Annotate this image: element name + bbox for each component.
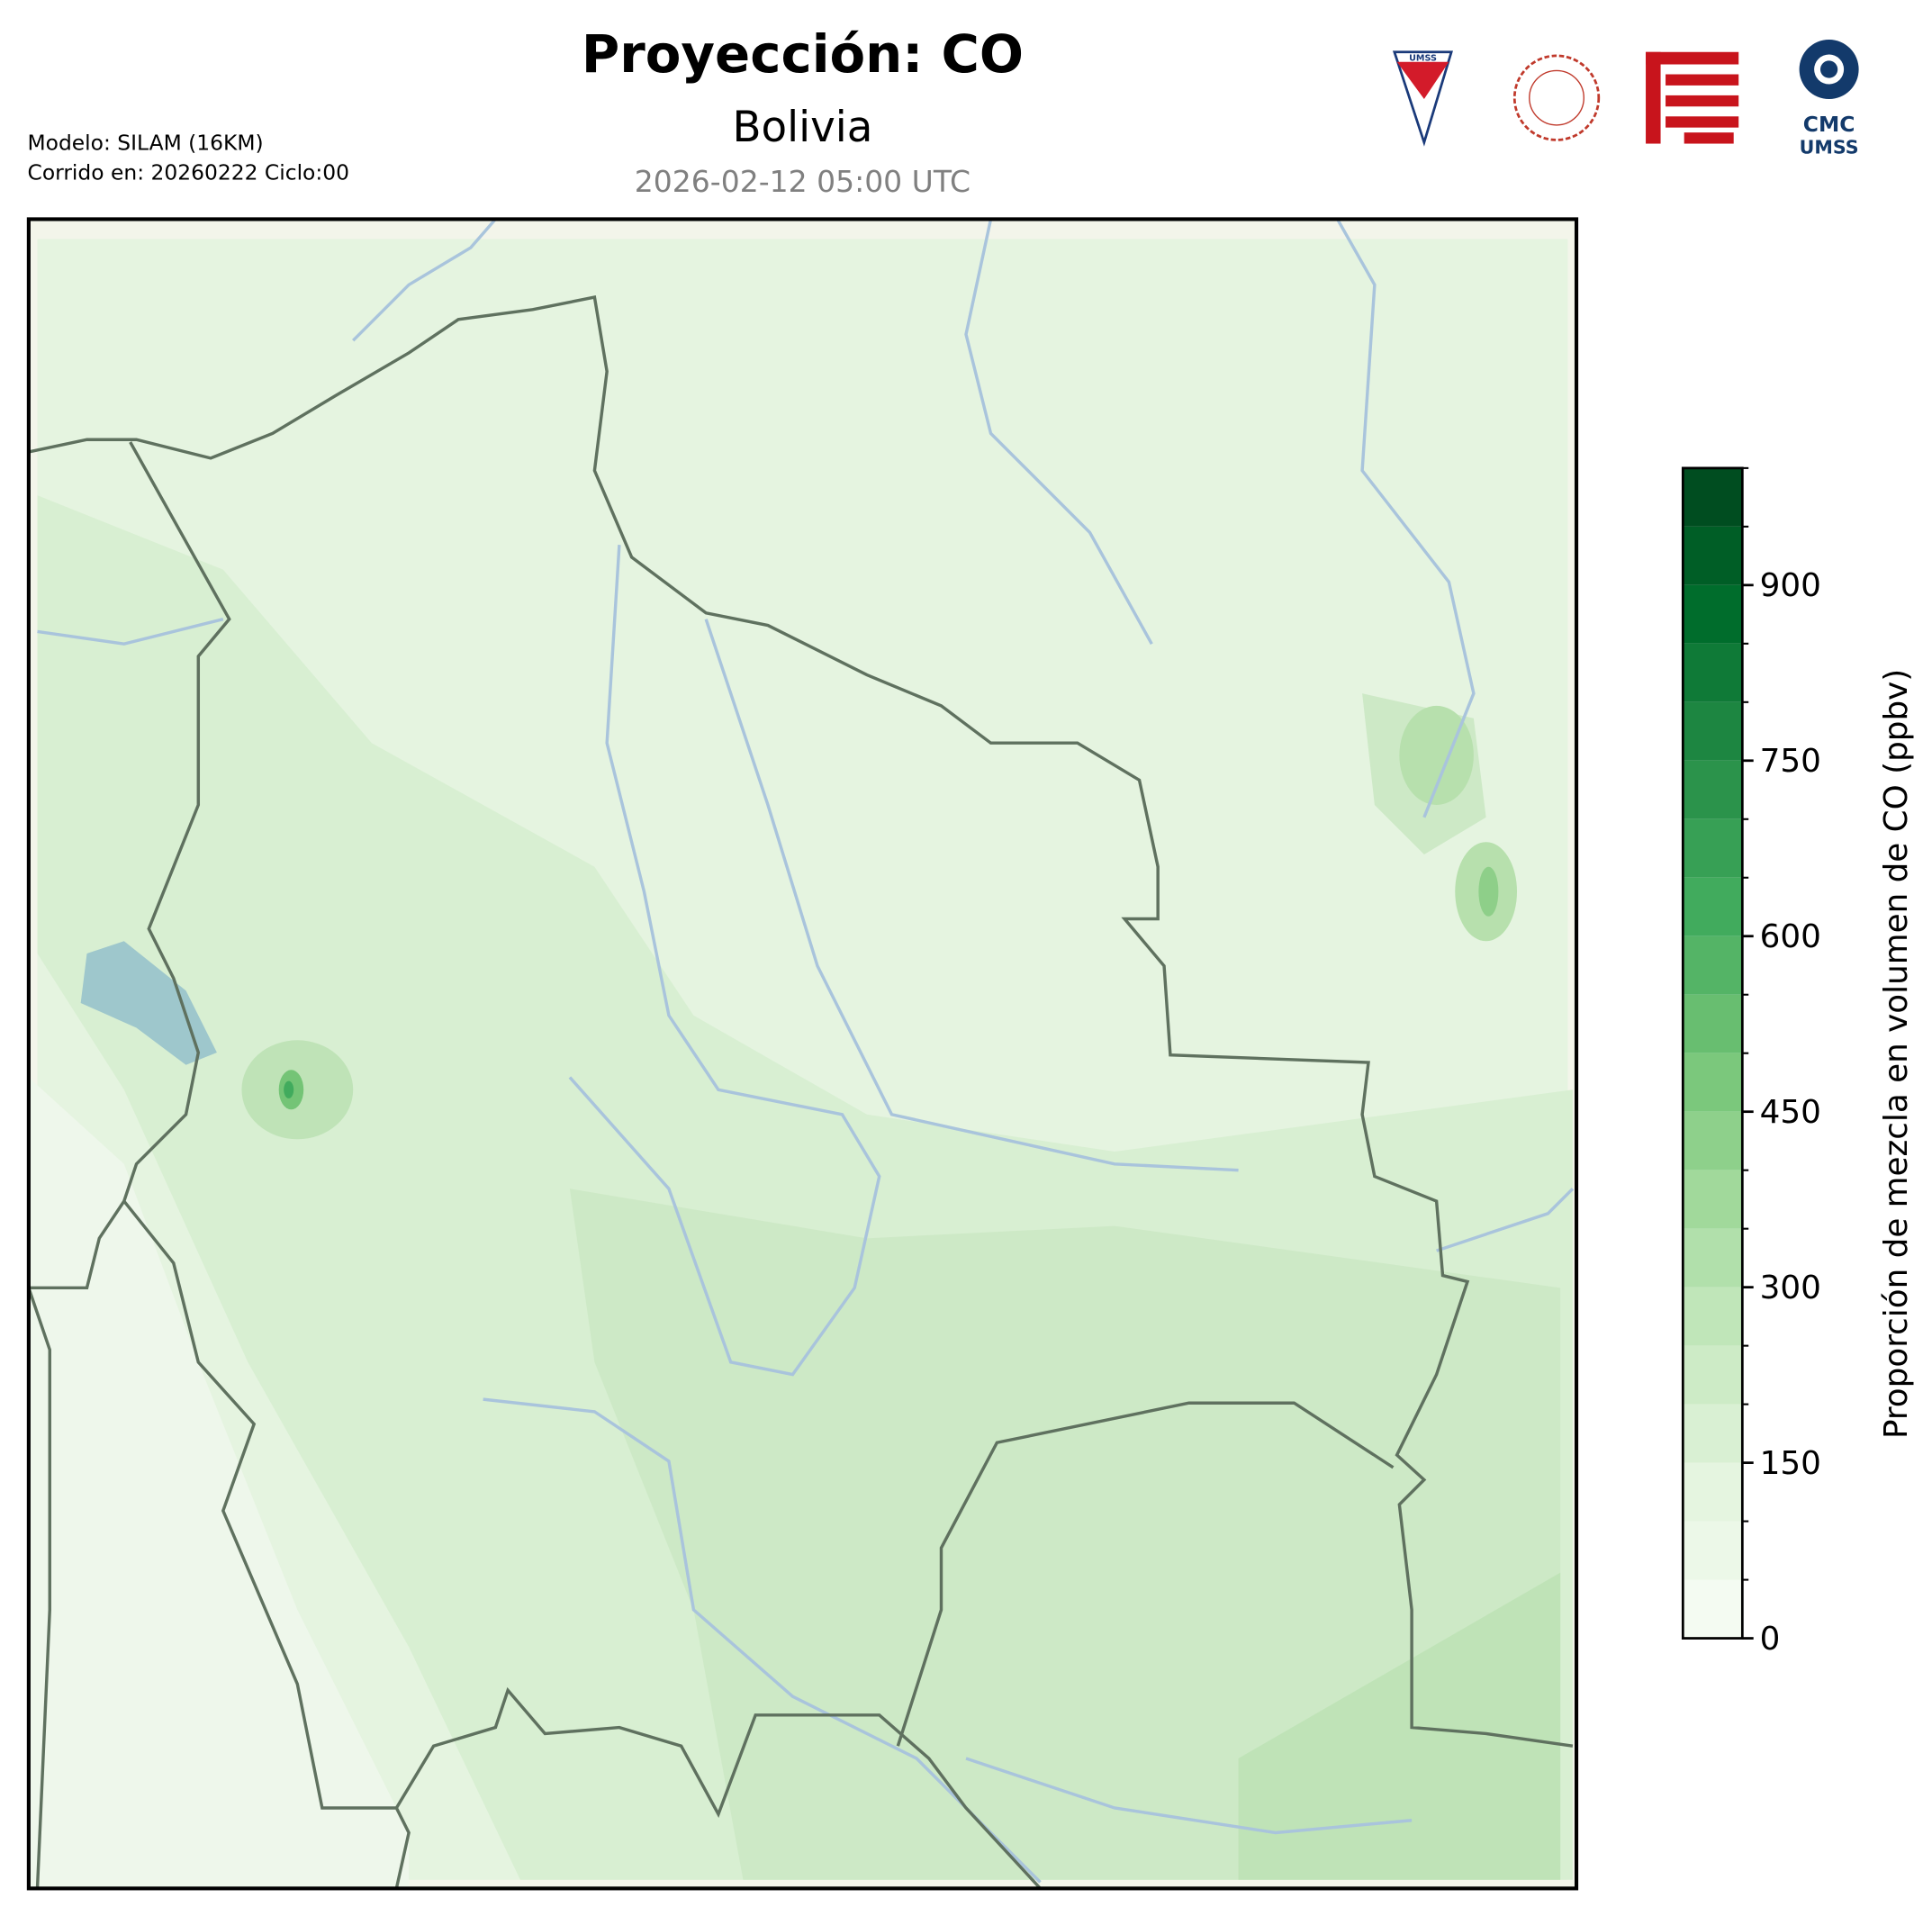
colorbar-band	[1683, 760, 1743, 819]
colorbar-band	[1683, 526, 1743, 585]
colorbar-band	[1683, 1521, 1743, 1580]
colorbar-band	[1683, 1170, 1743, 1229]
colorbar-band	[1683, 1228, 1743, 1288]
colorbar-tick-label: 900	[1760, 567, 1821, 604]
map	[26, 217, 1579, 1891]
colorbar-band	[1683, 467, 1743, 527]
colorbar-tick-label: 750	[1760, 743, 1821, 780]
colorbar-band	[1683, 1287, 1743, 1346]
valid-time: 2026-02-12 05:00 UTC	[635, 164, 971, 199]
colorbar-band	[1683, 643, 1743, 702]
colorbar-tick-label: 600	[1760, 918, 1821, 955]
colorbar-tick-label: 150	[1760, 1445, 1821, 1482]
logo-text: UMSS	[1800, 137, 1859, 158]
colorbar-frame	[1681, 466, 1744, 1640]
colorbar-band	[1683, 935, 1743, 995]
colorbar-band	[1683, 1404, 1743, 1463]
colorbar: 0 150 300 450 600 750 900	[1681, 466, 1821, 1658]
colorbar-band	[1683, 1111, 1743, 1170]
logo-text: CMC	[1803, 112, 1855, 137]
logo-cmc: CMC UMSS	[1799, 40, 1859, 158]
subtitle: Bolivia	[732, 104, 872, 152]
colorbar-tick-label: 0	[1760, 1621, 1781, 1658]
run-info: Corrido en: 20260222 Ciclo:00	[28, 159, 350, 185]
colorbar-band	[1683, 877, 1743, 936]
model-info: Modelo: SILAM (16KM)	[28, 130, 264, 155]
logo-fisica	[1512, 54, 1601, 141]
logo-fcyt	[1646, 51, 1739, 144]
logo-text: UMSS	[1409, 53, 1437, 63]
colorbar-band	[1683, 1345, 1743, 1405]
colorbar-band	[1683, 701, 1743, 761]
colorbar-band	[1683, 818, 1743, 878]
colorbar-tick-label: 450	[1760, 1094, 1821, 1131]
colorbar-band	[1683, 1579, 1743, 1639]
colorbar-label: Proporción de mezcla en volumen de CO (p…	[1878, 669, 1915, 1439]
colorbar-tick-label: 300	[1760, 1270, 1821, 1306]
colorbar-band	[1683, 584, 1743, 644]
colorbar-band	[1683, 1462, 1743, 1522]
colorbar-band	[1683, 1053, 1743, 1112]
colorbar-band	[1683, 994, 1743, 1053]
logo-umss: UMSS	[1392, 50, 1453, 147]
title: Proyección: CO	[582, 23, 1024, 85]
